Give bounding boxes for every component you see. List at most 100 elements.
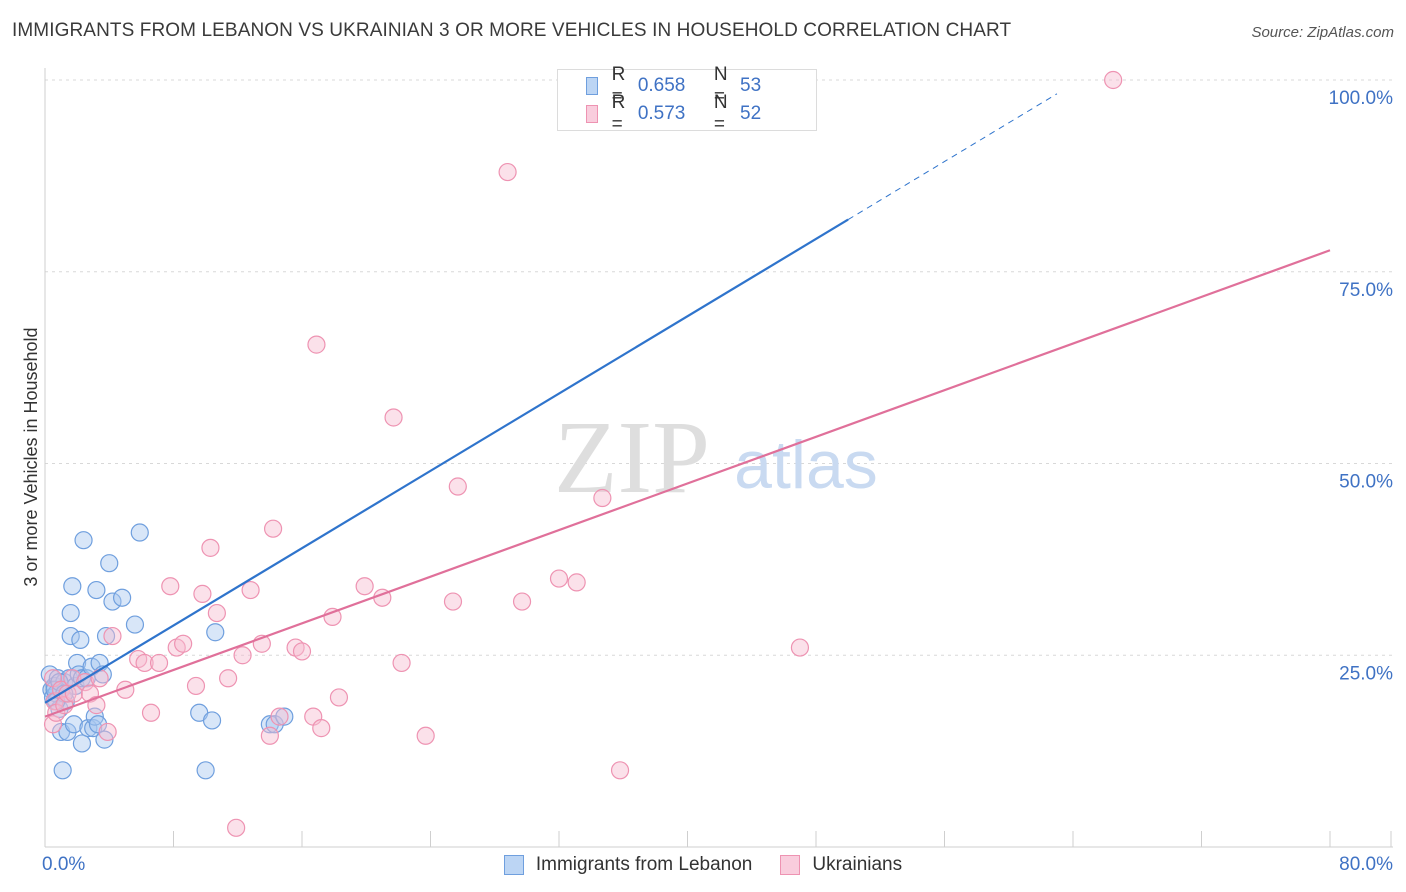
data-point-ukrainians	[312, 719, 331, 738]
data-point-ukrainians	[149, 653, 169, 673]
y-tick-label-75: 75.0%	[1339, 280, 1393, 301]
series-ukrainians-points	[43, 70, 1123, 837]
data-point-lebanon	[112, 588, 132, 607]
data-point-ukrainians	[135, 653, 154, 673]
data-point-lebanon	[61, 626, 80, 646]
data-point-ukrainians	[593, 488, 612, 508]
trend-lines	[44, 93, 1331, 718]
series-legend: Immigrants from Lebanon Ukrainians	[0, 852, 1406, 878]
data-point-ukrainians	[227, 818, 246, 837]
data-point-lebanon	[71, 630, 90, 650]
legend-swatch-blue	[503, 855, 524, 875]
data-point-ukrainians	[384, 408, 403, 427]
legend-n-value: 53	[740, 75, 762, 96]
data-point-ukrainians	[448, 477, 467, 496]
data-point-lebanon	[125, 615, 145, 634]
chart-title: IMMIGRANTS FROM LEBANON VS UKRAINIAN 3 O…	[12, 20, 1012, 41]
axes	[44, 68, 1393, 848]
data-point-ukrainians	[141, 703, 161, 722]
data-point-ukrainians	[790, 638, 810, 657]
data-point-ukrainians	[549, 569, 569, 588]
data-point-lebanon	[79, 719, 98, 738]
data-point-lebanon	[53, 761, 72, 780]
data-point-ukrainians	[201, 538, 220, 557]
data-point-lebanon	[96, 626, 116, 646]
data-point-ukrainians	[103, 626, 122, 646]
data-point-ukrainians	[186, 676, 206, 696]
source-label: Source: ZipAtlas.com	[1251, 24, 1394, 41]
legend-swatch-pink	[586, 105, 598, 123]
data-point-ukrainians	[260, 726, 279, 745]
legend-label-ukrainians: Ukrainians	[812, 854, 903, 875]
data-point-lebanon	[206, 623, 225, 642]
x-tick-label-min: 0.0%	[42, 854, 85, 875]
data-point-ukrainians	[270, 707, 289, 726]
data-point-ukrainians	[443, 592, 463, 611]
legend-row-ukrainians: R = 0.573 N = 52	[586, 92, 816, 135]
data-point-ukrainians	[498, 162, 517, 182]
grid-lines	[45, 79, 1393, 656]
data-point-lebanon	[202, 711, 222, 730]
data-point-lebanon	[88, 715, 108, 734]
data-point-ukrainians	[207, 603, 226, 623]
data-point-ukrainians	[174, 634, 193, 653]
legend-r-label: R =	[611, 64, 626, 107]
data-point-ukrainians	[307, 335, 326, 354]
data-point-ukrainians	[567, 573, 586, 592]
y-tick-label-100: 100.0%	[1329, 88, 1394, 109]
data-point-lebanon	[196, 761, 215, 780]
legend-r-value: 0.573	[637, 103, 686, 124]
data-point-ukrainians	[43, 715, 63, 734]
data-point-ukrainians	[98, 722, 117, 742]
correlation-legend: R = 0.658 N = 53 R = 0.573 N = 52	[557, 64, 817, 135]
data-point-lebanon	[103, 592, 122, 611]
data-point-ukrainians	[87, 696, 106, 715]
legend-label-lebanon: Immigrants from Lebanon	[535, 854, 753, 875]
trend-line-lebanon-extension	[847, 93, 1058, 221]
legend-n-label: N =	[713, 64, 728, 107]
data-point-ukrainians	[329, 688, 349, 707]
legend-r-value: 0.658	[637, 75, 686, 96]
y-axis-title: 3 or more Vehicles in Household	[21, 327, 41, 586]
legend-swatch-pink	[780, 855, 801, 875]
y-tick-label-50: 50.0%	[1339, 472, 1393, 493]
data-point-ukrainians	[355, 577, 374, 596]
legend-n-label: N =	[713, 92, 728, 135]
data-point-ukrainians	[241, 580, 260, 600]
legend-r-label: R =	[611, 92, 626, 135]
data-point-ukrainians	[263, 519, 283, 538]
trend-line-lebanon	[44, 218, 849, 704]
legend-item-lebanon[interactable]: Immigrants from Lebanon	[503, 854, 753, 876]
legend-item-ukrainians[interactable]: Ukrainians	[780, 854, 902, 876]
data-point-ukrainians	[1104, 70, 1123, 90]
data-point-ukrainians	[416, 726, 435, 745]
legend-swatch-blue	[586, 77, 598, 95]
data-point-ukrainians	[392, 653, 411, 673]
data-point-lebanon	[100, 554, 119, 573]
data-point-ukrainians	[219, 669, 238, 688]
data-point-lebanon	[87, 580, 106, 600]
data-point-ukrainians	[610, 761, 630, 780]
legend-n-value: 52	[740, 103, 762, 124]
watermark-zip: ZIP	[554, 400, 710, 515]
data-point-lebanon	[61, 603, 80, 623]
y-tick-labels: 25.0% 50.0% 75.0% 100.0%	[1329, 88, 1394, 684]
data-point-lebanon	[275, 707, 294, 726]
data-point-ukrainians	[512, 592, 532, 611]
data-point-ukrainians	[193, 584, 212, 603]
watermark-atlas: atlas	[734, 427, 878, 503]
y-tick-label-25: 25.0%	[1339, 663, 1393, 684]
legend-row-lebanon: R = 0.658 N = 53	[586, 64, 816, 107]
data-point-lebanon	[72, 734, 92, 753]
data-point-lebanon	[64, 715, 84, 734]
data-point-lebanon	[130, 523, 149, 542]
data-point-ukrainians	[161, 577, 180, 596]
trend-line-ukrainians	[44, 249, 1331, 718]
data-point-ukrainians	[233, 646, 252, 665]
data-point-ukrainians	[292, 642, 312, 661]
data-point-lebanon	[74, 531, 93, 550]
data-point-ukrainians	[76, 672, 95, 692]
x-tick-label-max: 80.0%	[1339, 854, 1393, 875]
data-point-lebanon	[63, 577, 82, 596]
